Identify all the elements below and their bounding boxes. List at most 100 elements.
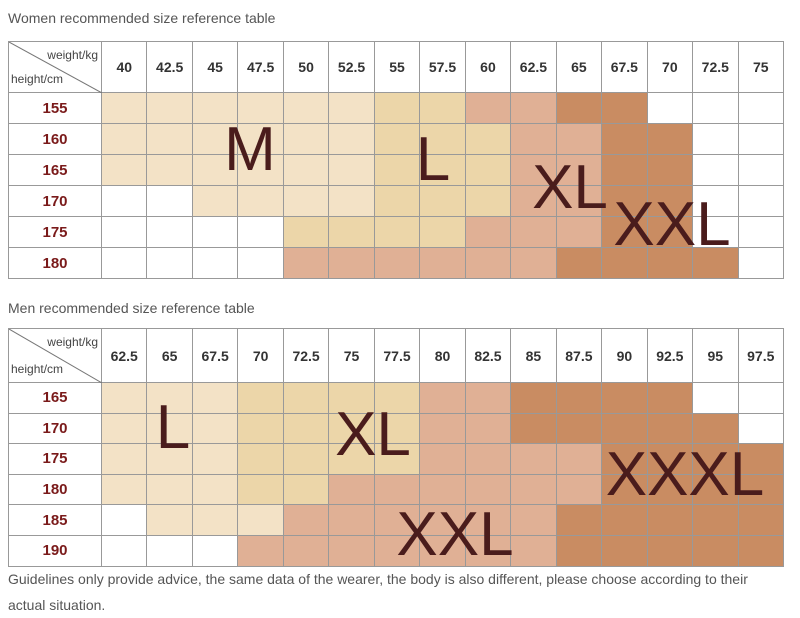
corner-header: weight/kg height/cm <box>9 329 102 383</box>
size-label: L <box>155 393 191 462</box>
size-cell <box>192 124 239 155</box>
size-cell <box>147 93 193 124</box>
size-cell <box>511 474 557 506</box>
weight-header: 75 <box>738 42 784 93</box>
weight-header: 92.5 <box>647 329 694 383</box>
weight-header: 75 <box>329 329 375 383</box>
weight-header: 82.5 <box>465 329 512 383</box>
size-cell <box>465 155 512 186</box>
size-cell <box>238 413 284 445</box>
size-cell <box>693 186 739 217</box>
weight-label: weight/kg <box>47 335 98 349</box>
size-label: XXXL <box>605 440 765 509</box>
size-cell <box>465 474 512 506</box>
size-cell <box>283 536 330 567</box>
size-cell <box>511 536 557 567</box>
size-cell <box>420 186 466 217</box>
size-cell <box>738 124 784 155</box>
size-cell <box>238 186 284 217</box>
size-cell <box>738 505 784 536</box>
size-cell <box>602 217 648 248</box>
weight-header: 47.5 <box>238 42 284 93</box>
size-cell <box>329 124 375 155</box>
size-cell <box>283 248 330 279</box>
size-cell <box>738 474 784 506</box>
weight-header: 57.5 <box>420 42 466 93</box>
size-cell <box>102 217 148 248</box>
size-cell <box>465 383 512 414</box>
height-header: 185 <box>9 505 102 536</box>
weight-header: 65 <box>556 42 603 93</box>
weight-header: 50 <box>283 42 330 93</box>
size-cell <box>602 93 648 124</box>
size-cell <box>420 383 466 414</box>
size-cell <box>556 444 603 475</box>
size-cell <box>192 413 239 445</box>
weight-header: 85 <box>511 329 557 383</box>
size-cell <box>556 413 603 445</box>
size-cell <box>556 186 603 217</box>
height-header: 175 <box>9 217 102 248</box>
size-cell <box>602 186 648 217</box>
size-label: XXL <box>613 190 731 259</box>
height-label: height/cm <box>11 72 64 86</box>
size-cell <box>192 444 239 475</box>
size-cell <box>374 155 421 186</box>
size-cell <box>420 536 466 567</box>
size-cell <box>147 536 193 567</box>
size-cell <box>147 248 193 279</box>
size-cell <box>329 444 375 475</box>
weight-header: 45 <box>192 42 239 93</box>
size-cell <box>647 155 694 186</box>
size-cell <box>693 124 739 155</box>
size-cell <box>192 474 239 506</box>
size-cell <box>374 186 421 217</box>
size-cell <box>693 444 739 475</box>
size-label: XL <box>335 400 411 469</box>
size-cell <box>147 124 193 155</box>
size-cell <box>556 248 603 279</box>
size-cell <box>102 474 148 506</box>
size-cell <box>556 383 603 414</box>
size-cell <box>329 505 375 536</box>
size-cell <box>647 93 694 124</box>
size-cell <box>511 93 557 124</box>
size-cell <box>465 444 512 475</box>
size-cell <box>693 536 739 567</box>
size-cell <box>602 248 648 279</box>
size-cell <box>693 413 739 445</box>
size-cell <box>647 505 694 536</box>
weight-header: 97.5 <box>738 329 784 383</box>
table-title: Men recommended size reference table <box>8 300 255 316</box>
size-cell <box>147 505 193 536</box>
size-cell <box>693 155 739 186</box>
size-cell <box>420 124 466 155</box>
height-header: 180 <box>9 248 102 279</box>
size-cell <box>192 155 239 186</box>
size-cell <box>192 505 239 536</box>
size-cell <box>329 217 375 248</box>
weight-header: 72.5 <box>693 42 739 93</box>
size-cell <box>465 536 512 567</box>
size-cell <box>192 536 239 567</box>
size-cell <box>465 93 512 124</box>
size-cell <box>329 413 375 445</box>
size-cell <box>329 248 375 279</box>
size-cell <box>192 217 239 248</box>
size-cell <box>192 383 239 414</box>
size-cell <box>238 93 284 124</box>
size-cell <box>102 413 148 445</box>
size-cell <box>647 413 694 445</box>
size-cell <box>329 536 375 567</box>
size-cell <box>647 444 694 475</box>
size-cell <box>556 474 603 506</box>
size-cell <box>647 124 694 155</box>
size-cell <box>647 217 694 248</box>
weight-header: 95 <box>693 329 739 383</box>
size-cell <box>420 413 466 445</box>
size-cell <box>602 536 648 567</box>
corner-header: weight/kg height/cm <box>9 42 102 93</box>
size-cell <box>102 536 148 567</box>
size-cell <box>238 124 284 155</box>
